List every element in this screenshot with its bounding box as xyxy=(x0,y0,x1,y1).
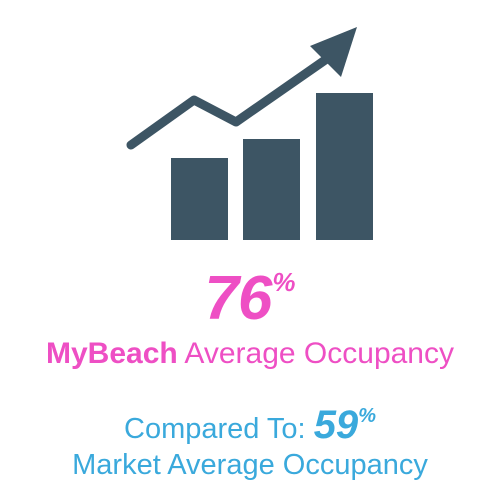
headline-percentage: 76% xyxy=(0,268,500,330)
headline-percent-symbol: % xyxy=(272,267,296,297)
icon-trend-line xyxy=(126,53,333,150)
headline-value: 76 xyxy=(204,264,272,333)
icon-bar-1 xyxy=(171,158,228,240)
compare-value: 59 xyxy=(313,403,359,447)
icon-bar-2 xyxy=(243,139,300,240)
compare-label: Compared To: xyxy=(124,413,306,445)
comparison-line: Compared To: 59% xyxy=(0,394,500,451)
compare-percent-symbol: % xyxy=(358,405,376,427)
mybeach-occupancy-label: MyBeach Average Occupancy xyxy=(0,334,500,374)
growth-chart-icon xyxy=(126,27,373,240)
bar-chart-trend-up-icon xyxy=(126,27,373,240)
market-occupancy-text: Market Average Occupancy xyxy=(72,449,428,481)
mybeach-occupancy-text: Average Occupancy xyxy=(184,337,454,370)
icon-bar-3 xyxy=(316,93,373,240)
brand-name: MyBeach xyxy=(45,337,178,370)
icon-arrow-head xyxy=(310,27,357,77)
market-occupancy-label: Market Average Occupancy xyxy=(0,445,500,485)
